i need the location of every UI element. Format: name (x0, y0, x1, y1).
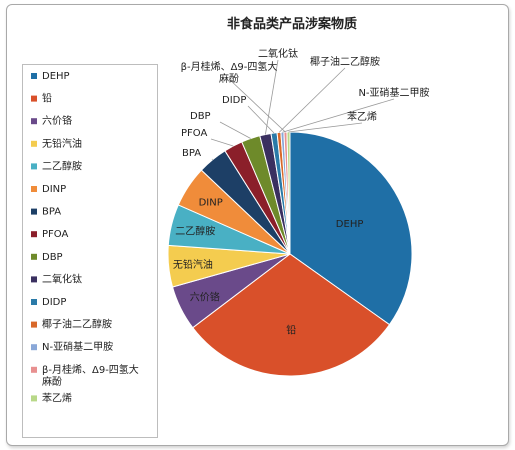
slice-label-bpa: BPA (182, 148, 201, 159)
slice-label-item-9: 二氧化钛 (258, 47, 298, 60)
leader-line-9 (228, 78, 286, 133)
legend-swatch-item-1 (31, 95, 37, 102)
legend-label-item-3: 无铅汽油 (42, 137, 82, 150)
leader-line-pfoa (210, 138, 234, 147)
legend-swatch-didp (31, 299, 37, 305)
pie-slice-item-1 (192, 253, 391, 377)
legend-label-item-1: 铅 (42, 92, 52, 105)
slice-label-dinp: DINP (199, 197, 223, 208)
legend-label-dbp: DBP (42, 252, 63, 263)
legend-label-n: N-亚硝基二甲胺 (42, 340, 113, 353)
leader-line-n (282, 98, 395, 133)
legend-label-item-11: 椰子油二乙醇胺 (42, 318, 112, 331)
slice-label-item-3: 无铅汽油 (173, 258, 213, 271)
legend-label-item-14: 苯乙烯 (42, 391, 72, 404)
legend-label-item-2: 六价铬 (42, 114, 72, 127)
legend-swatch-n (31, 344, 37, 351)
pie-slice-dehp (289, 131, 413, 326)
slice-label-item-4: 二乙醇胺 (175, 225, 215, 238)
leaders-group (210, 59, 395, 160)
slice-label-item-1: 铅 (286, 324, 296, 337)
labels-group: DEHP 铅 六价铬 无铅汽油 二乙醇胺 DINP BPA PFOA DBP 二氧化钛 DIDP 椰子… (173, 47, 430, 337)
legend-swatch-pfoa (31, 231, 37, 238)
legend-label-item-4: 二乙醇胺 (42, 159, 82, 172)
legend-swatch-9 (31, 366, 37, 373)
legend-label-didp: DIDP (42, 297, 66, 308)
leader-line-dbp (219, 121, 251, 139)
slices-group (167, 131, 413, 377)
legend-label-item-9: 二氧化钛 (42, 272, 82, 285)
slice-label-pfoa: PFOA (181, 128, 207, 139)
legend-swatch-item-2 (31, 118, 37, 125)
leader-line-didp (247, 105, 275, 134)
slice-label-item-11: 椰子油二乙醇胺 (310, 55, 380, 68)
leader-line-item-11 (278, 67, 346, 133)
slice-label-item-2: 六价铬 (190, 290, 220, 303)
legend-label-dinp: DINP (42, 184, 66, 195)
legend-swatch-bpa (31, 208, 37, 215)
slice-label-n: N-亚硝基二甲胺 (358, 86, 429, 99)
legend-swatch-dehp (31, 73, 37, 79)
legend-label-dehp: DEHP (42, 71, 70, 82)
legend-swatch-item-3 (31, 140, 37, 147)
leader-line-item-14 (288, 122, 363, 133)
leader-line-item-9 (265, 59, 279, 135)
legend-label-9: β-月桂烯、Δ9-四氢大麻酚 (42, 363, 139, 388)
legend-swatch-item-4 (31, 163, 37, 170)
legend-swatch-item-11 (31, 321, 37, 328)
slice-label-dehp: DEHP (336, 219, 364, 230)
slice-label-item-14: 苯乙烯 (347, 110, 377, 123)
chart-title: 非食品类产品涉案物质 (227, 16, 357, 32)
legend-swatch-dinp (31, 186, 37, 192)
legend-label-bpa: BPA (42, 207, 61, 218)
slice-label-9: β-月桂烯、Δ9-四氢大麻酚 (181, 60, 278, 85)
legend-swatch-item-9 (31, 276, 37, 283)
legend-swatch-dbp (31, 253, 37, 260)
legend-box (22, 64, 158, 438)
slice-label-didp: DIDP (222, 95, 246, 106)
leader-line-bpa (211, 158, 213, 160)
legend-swatch-item-14 (31, 395, 37, 402)
slice-label-dbp: DBP (190, 111, 211, 122)
legend-label-pfoa: PFOA (42, 229, 68, 240)
